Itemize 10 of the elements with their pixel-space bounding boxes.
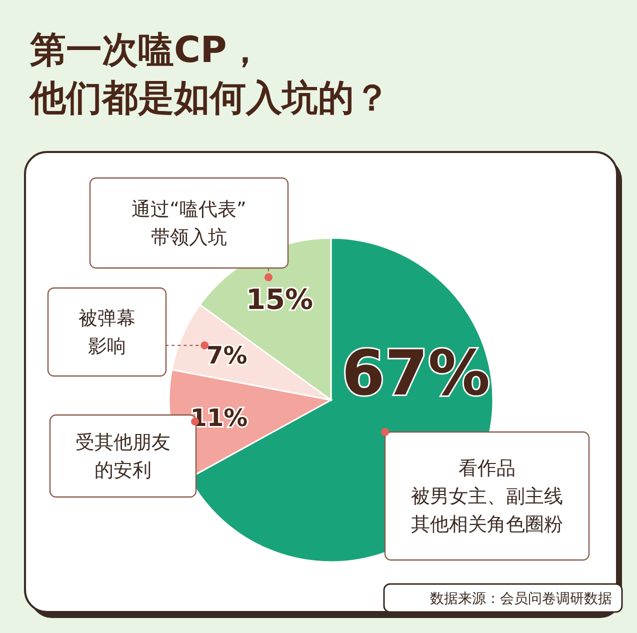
slice-label: 通过“嗑代表”带领入坑 [132,198,246,249]
chart-title: 第一次嗑CP，他们都是如何入坑的？ [29,30,390,119]
data-label: 15% [246,282,314,316]
slice-label: 看作品被男女主、副主线其他相关角色圈粉 [411,458,563,536]
data-label: 11% [190,404,248,432]
slice-label: 受其他朋友的安利 [76,432,170,482]
data-label: 67% [342,336,490,410]
slice-label: 被弹幕影响 [78,308,136,358]
source-note: 数据来源：会员问卷调研数据 [430,591,612,607]
data-label: 7% [206,341,248,370]
